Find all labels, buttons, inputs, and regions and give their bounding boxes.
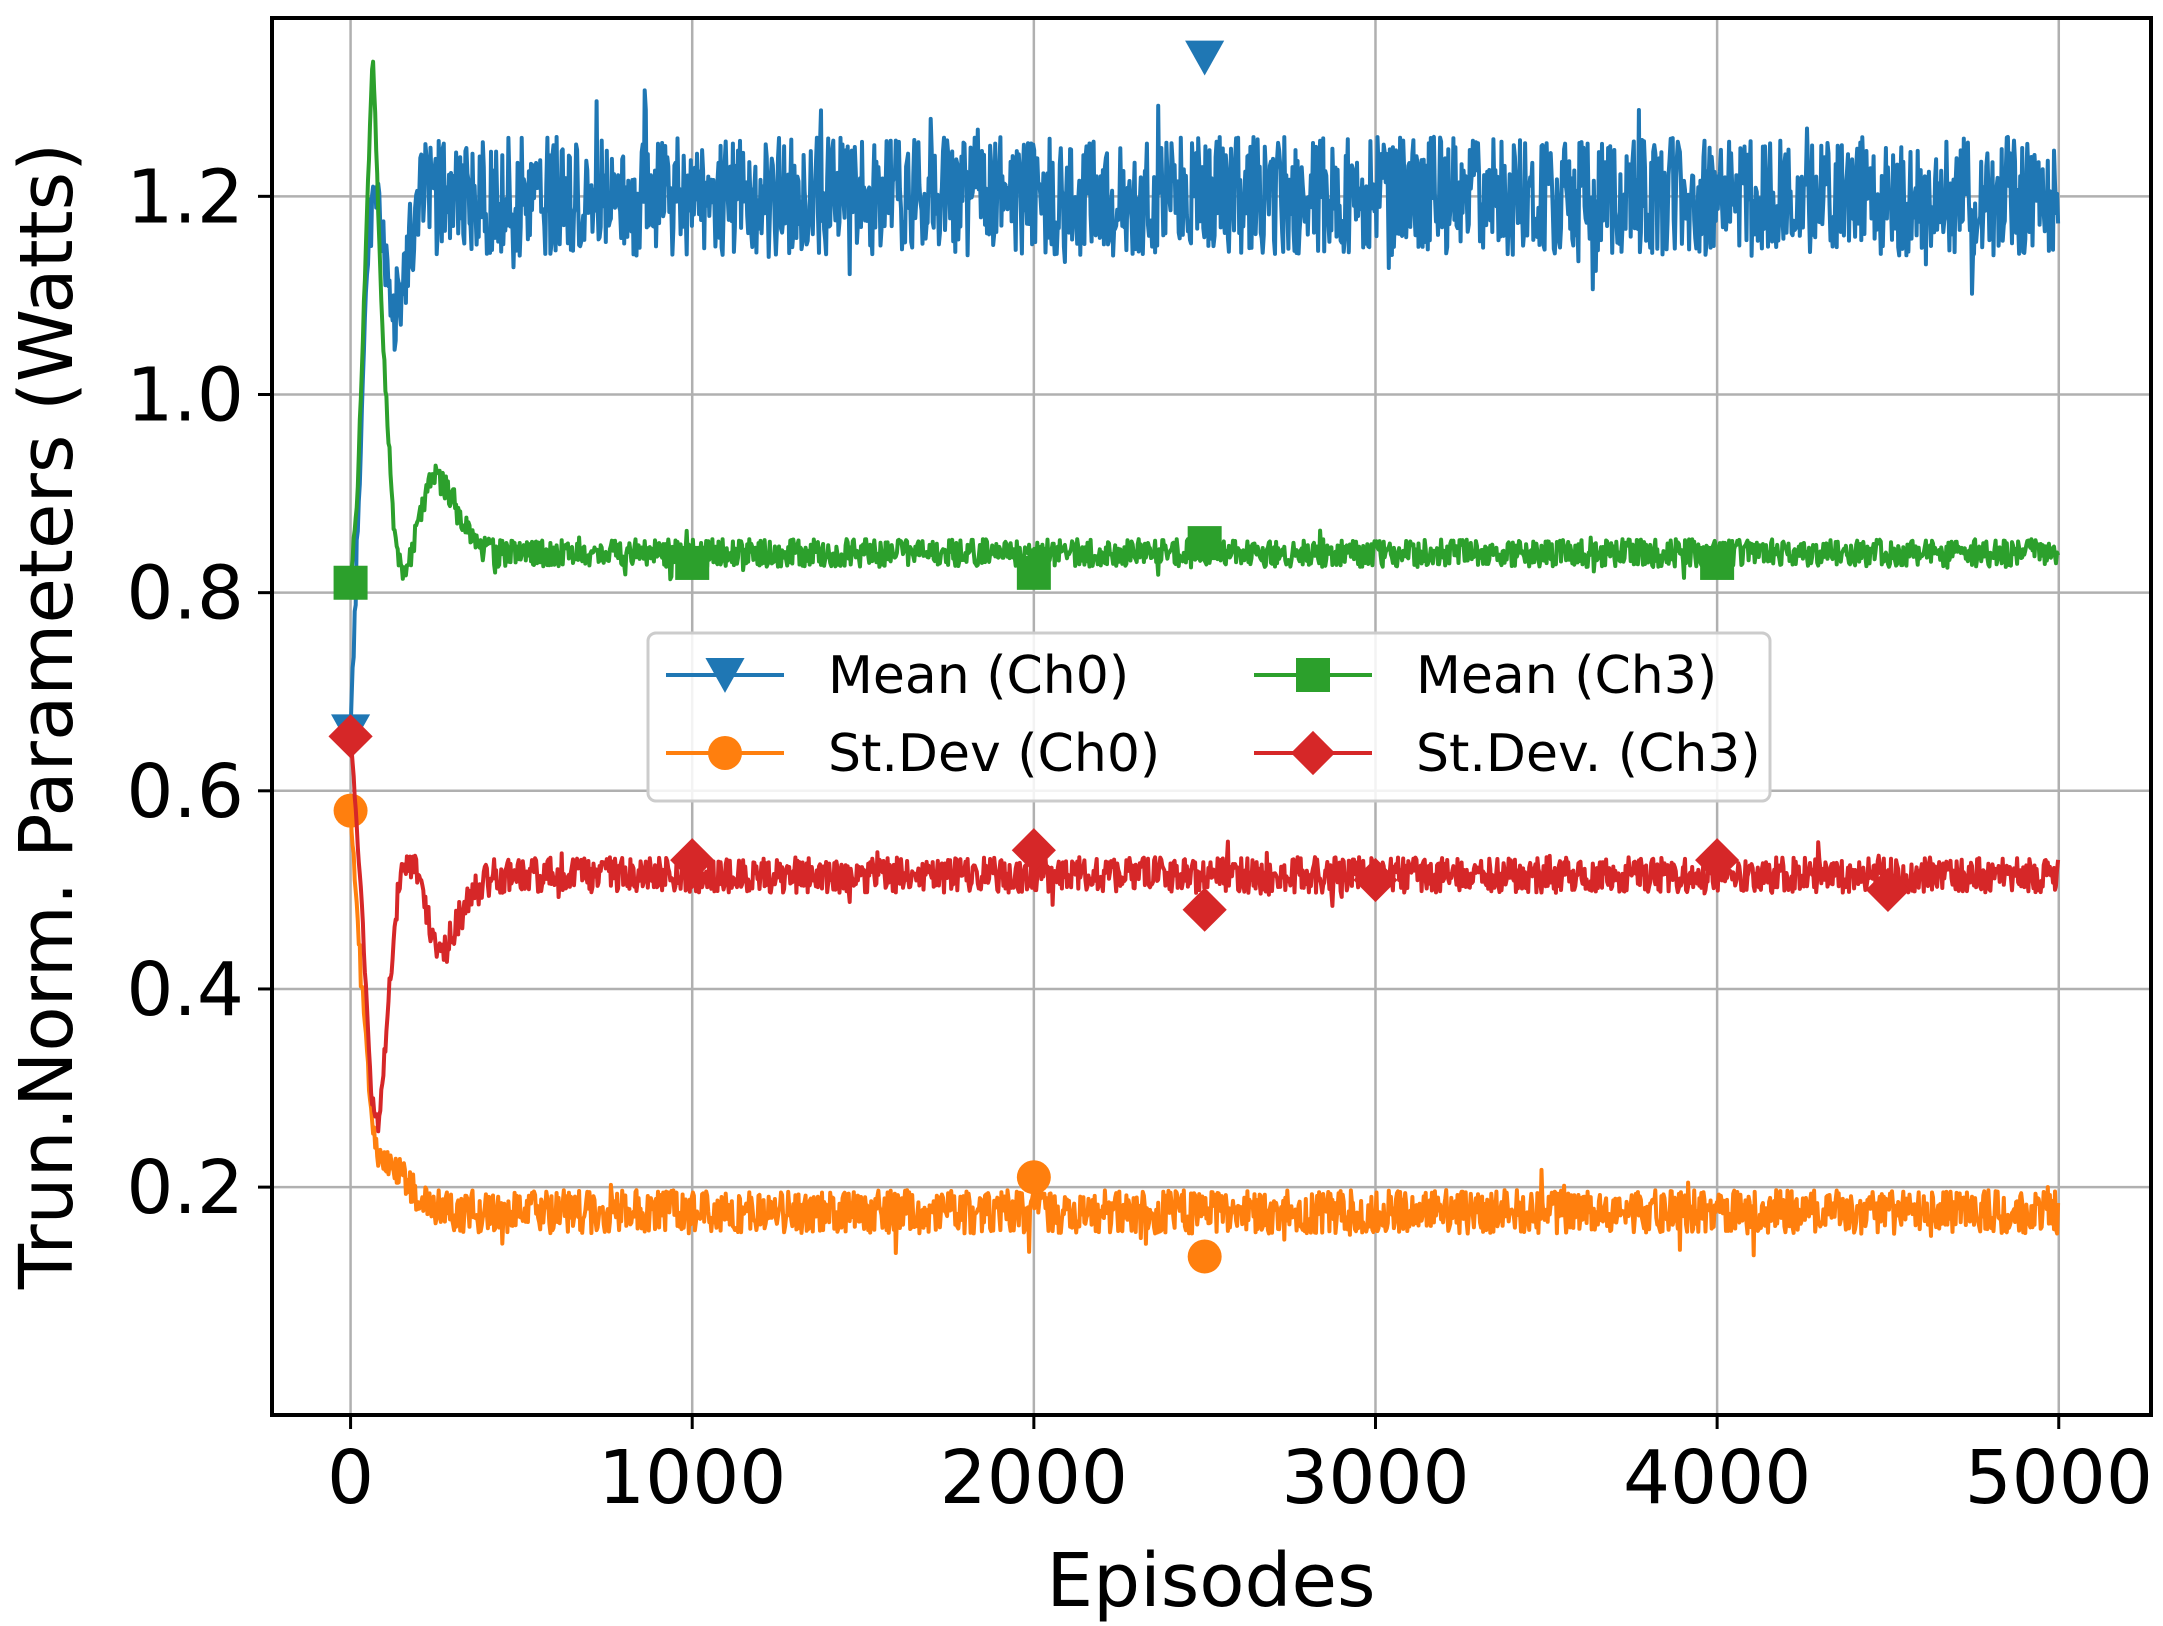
legend-marker [708, 736, 742, 770]
legend-item: St.Dev. (Ch3) [1254, 724, 1761, 784]
series-marker [1016, 1160, 1051, 1195]
x-tick-label: 2000 [940, 1435, 1128, 1521]
legend-item: Mean (Ch3) [1254, 646, 1717, 706]
legend-label: Mean (Ch0) [828, 646, 1129, 706]
series-marker [1187, 526, 1222, 561]
series-marker [328, 714, 373, 759]
legend-label: St.Dev (Ch0) [828, 724, 1160, 784]
legend-marker [705, 658, 745, 693]
y-tick-label: 1.2 [126, 154, 244, 240]
y-tick-label: 1.0 [126, 352, 244, 438]
legend-label: Mean (Ch3) [1416, 646, 1717, 706]
legend-marker [1296, 658, 1330, 692]
legend-marker [1290, 730, 1336, 776]
legend: Mean (Ch0) St.Dev (Ch0) Mean (Ch3) St.Dev. … [646, 631, 1772, 803]
series-st-dev-ch3 [328, 714, 2061, 1134]
series-st-dev-ch0 [333, 793, 2061, 1274]
axis-ticks: 0 1000 2000 3000 4000 5000 0.2 0.4 0.6 0.8 1.0 1.2 [126, 154, 2153, 1521]
series-marker [670, 838, 715, 883]
y-tick-label: 0.4 [126, 947, 244, 1033]
legend-item: St.Dev (Ch0) [666, 724, 1160, 784]
y-tick-label: 0.6 [126, 749, 244, 835]
series-marker [1187, 1239, 1222, 1274]
legend-box [646, 631, 1772, 803]
series-marker [1353, 857, 1398, 903]
series-marker [1700, 545, 1735, 580]
y-axis-title: Trun.Norm. Parameters (Watts) [4, 143, 90, 1290]
series-marker [1865, 867, 1911, 912]
series-marker [675, 545, 710, 580]
series-line [348, 59, 2060, 585]
series-marker [1011, 828, 1056, 873]
series-line [348, 804, 2061, 1258]
x-tick-label: 1000 [598, 1435, 786, 1521]
series-marker [1016, 555, 1051, 590]
series-marker [1185, 40, 1225, 76]
x-axis-title: Episodes [1046, 1538, 1375, 1624]
plot-frame [270, 16, 2153, 1417]
series-marker [1182, 887, 1227, 932]
legend-label: St.Dev. (Ch3) [1416, 724, 1761, 784]
legend-item: Mean (Ch0) [666, 646, 1129, 706]
x-tick-label: 0 [327, 1435, 374, 1521]
x-tick-label: 5000 [1965, 1435, 2153, 1521]
series-marker [333, 565, 368, 600]
y-tick-label: 0.8 [126, 551, 244, 637]
series-mean-ch3 [333, 59, 2060, 600]
y-tick-label: 0.2 [126, 1145, 244, 1231]
series-layer [328, 40, 2061, 1274]
series-marker [1695, 838, 1740, 883]
series-line [348, 88, 2061, 730]
x-tick-label: 4000 [1623, 1435, 1811, 1521]
x-tick-label: 3000 [1281, 1435, 1469, 1521]
series-marker [333, 793, 368, 828]
